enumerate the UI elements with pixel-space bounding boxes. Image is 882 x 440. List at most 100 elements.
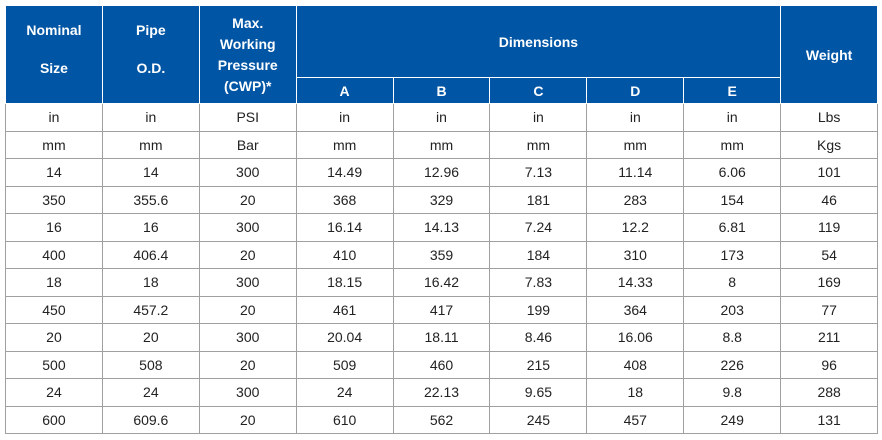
- table-cell: 410: [295, 240, 394, 269]
- table-row: 24 24 300 24 22.13 9.65 18 9.8 288: [5, 378, 879, 407]
- subheader-cell: B: [392, 77, 491, 104]
- table-cell: 16.14: [295, 213, 394, 242]
- table-cell: in: [5, 103, 103, 132]
- table-row: in in PSI in in in in in Lbs: [5, 103, 879, 132]
- table-cell: 12.2: [586, 213, 685, 242]
- header-line: O.D.: [136, 59, 166, 76]
- table-cell: 119: [780, 213, 879, 242]
- table-cell: 24: [295, 378, 394, 407]
- table-cell: 24: [5, 378, 103, 407]
- table-cell: 245: [489, 405, 588, 434]
- table-cell: 350: [5, 185, 103, 214]
- subheader-cell: E: [683, 77, 782, 104]
- table-cell: mm: [489, 130, 588, 159]
- table-cell: 8.46: [489, 323, 588, 352]
- header-stack: Nominal Size: [6, 11, 102, 99]
- table-cell: 6.81: [683, 213, 782, 242]
- table-cell: 46: [780, 185, 879, 214]
- table-cell: 14.49: [295, 158, 394, 187]
- header-cell: Max. Working Pressure (CWP)*: [198, 5, 297, 104]
- table-cell: 203: [683, 295, 782, 324]
- header-cell: Pipe O.D.: [101, 5, 200, 104]
- table-cell: 18: [101, 268, 200, 297]
- table-row: 600 609.6 20 610 562 245 457 249 131: [5, 405, 879, 434]
- table-cell: 131: [780, 405, 879, 434]
- table-cell: 406.4: [101, 240, 200, 269]
- table-cell: 181: [489, 185, 588, 214]
- table-cell: 211: [780, 323, 879, 352]
- table-cell: 18: [5, 268, 103, 297]
- table-cell: 14.33: [586, 268, 685, 297]
- header-line: Pressure: [217, 57, 278, 74]
- table-row: 500 508 20 509 460 215 408 226 96: [5, 350, 879, 379]
- table-cell: 20: [5, 323, 103, 352]
- table-cell: 18: [586, 378, 685, 407]
- table-cell: 600: [5, 405, 103, 434]
- table-cell: 461: [295, 295, 394, 324]
- header-cell: Weight: [780, 5, 879, 104]
- table-cell: 16.06: [586, 323, 685, 352]
- table-cell: 288: [780, 378, 879, 407]
- table-cell: 457.2: [101, 295, 200, 324]
- table-cell: Lbs: [780, 103, 879, 132]
- table-cell: 300: [198, 378, 297, 407]
- table-cell: 417: [392, 295, 491, 324]
- table-cell: mm: [586, 130, 685, 159]
- table-cell: 77: [780, 295, 879, 324]
- header-stack: Pipe O.D.: [103, 11, 199, 99]
- header-stack: Max. Working Pressure (CWP)*: [200, 11, 296, 99]
- table-cell: 20: [101, 323, 200, 352]
- header-line: Size: [39, 59, 68, 76]
- table-cell: in: [683, 103, 782, 132]
- table-cell: 6.06: [683, 158, 782, 187]
- table-cell: 355.6: [101, 185, 200, 214]
- table-cell: mm: [5, 130, 103, 159]
- table-cell: 400: [5, 240, 103, 269]
- table-cell: 364: [586, 295, 685, 324]
- table-cell: 20: [198, 240, 297, 269]
- table-cell: 7.24: [489, 213, 588, 242]
- table-cell: 460: [392, 350, 491, 379]
- table-cell: 300: [198, 323, 297, 352]
- table-cell: 20: [198, 295, 297, 324]
- table-cell: mm: [295, 130, 394, 159]
- table-row: 16 16 300 16.14 14.13 7.24 12.2 6.81 119: [5, 213, 879, 242]
- table-cell: mm: [392, 130, 491, 159]
- table-cell: 509: [295, 350, 394, 379]
- table-cell: 226: [683, 350, 782, 379]
- table-cell: 101: [780, 158, 879, 187]
- table-cell: 359: [392, 240, 491, 269]
- table-cell: 8.8: [683, 323, 782, 352]
- table-cell: 20.04: [295, 323, 394, 352]
- header-line: (CWP)*: [224, 78, 272, 95]
- header-row: Nominal Size Pipe O.D. Max. Working Pressure (C…: [5, 5, 879, 104]
- subheader-cell: D: [586, 77, 685, 104]
- table-row: 350 355.6 20 368 329 181 283 154 46: [5, 185, 879, 214]
- table-cell: in: [392, 103, 491, 132]
- table-cell: 9.65: [489, 378, 588, 407]
- header-line: Max.: [232, 14, 264, 31]
- table-cell: 11.14: [586, 158, 685, 187]
- table-cell: 215: [489, 350, 588, 379]
- table-cell: 450: [5, 295, 103, 324]
- group-header: Dimensions: [295, 5, 782, 78]
- table-cell: 500: [5, 350, 103, 379]
- table-cell: 562: [392, 405, 491, 434]
- table-cell: 300: [198, 213, 297, 242]
- table-cell: 20: [198, 350, 297, 379]
- table-cell: in: [101, 103, 200, 132]
- table-cell: 610: [295, 405, 394, 434]
- table-cell: 173: [683, 240, 782, 269]
- table-cell: PSI: [198, 103, 297, 132]
- table-cell: 20: [198, 405, 297, 434]
- header-line: Pipe: [136, 21, 166, 38]
- table-cell: 249: [683, 405, 782, 434]
- table-cell: 18.11: [392, 323, 491, 352]
- table-cell: 300: [198, 158, 297, 187]
- table-cell: 169: [780, 268, 879, 297]
- header-line: Nominal: [26, 21, 82, 38]
- table-cell: 22.13: [392, 378, 491, 407]
- table-cell: 457: [586, 405, 685, 434]
- header-line: Working: [219, 35, 276, 52]
